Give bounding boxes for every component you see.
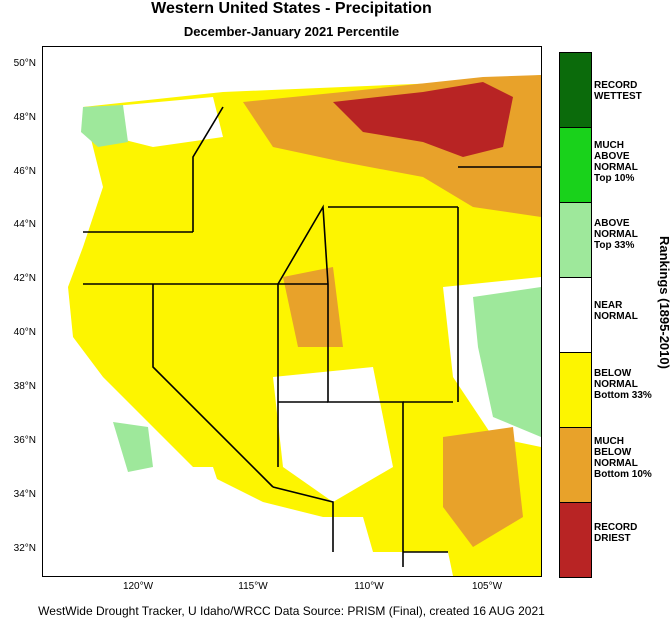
above-normal-socal [113, 422, 153, 472]
lat-label-42: 42°N [13, 273, 36, 284]
legend-label-record-wettest: RECORD WETTEST [594, 80, 642, 102]
legend-swatch-near [560, 278, 591, 353]
above-normal-co [473, 287, 541, 437]
legend-label-near: NEAR NORMAL [594, 300, 638, 322]
lat-label-36: 36°N [13, 435, 36, 446]
legend-colorbar [559, 52, 592, 578]
legend-swatch-much-below [560, 428, 591, 503]
lat-label-32: 32°N [13, 543, 36, 554]
legend-swatch-record-driest [560, 503, 591, 577]
map-title: Western United States - Precipitation [151, 0, 432, 17]
near-normal-patch-4 [163, 467, 233, 547]
map-subtitle: December-January 2021 Percentile [183, 24, 400, 39]
lon-label-115: 115°W [238, 581, 268, 592]
footer-credit: WestWide Drought Tracker, U Idaho/WRCC D… [38, 604, 545, 618]
legend-swatch-record-wettest [560, 53, 591, 128]
lon-label-120: 120°W [122, 581, 154, 592]
record-driest-mt [333, 82, 513, 157]
legend-label-above: ABOVE NORMAL Top 33% [594, 218, 638, 251]
lat-label-38: 38°N [13, 381, 36, 392]
above-normal-wa [81, 105, 128, 147]
legend-label-record-driest: RECORD DRIEST [594, 522, 638, 544]
near-normal-patch-2 [273, 367, 393, 502]
much-below-nm [443, 427, 523, 547]
legend-swatch-above [560, 203, 591, 278]
legend-label-much-above: MUCH ABOVE NORMAL Top 10% [594, 140, 638, 184]
precipitation-map [42, 46, 542, 577]
lat-label-48: 48°N [13, 112, 36, 123]
legend-label-much-below: MUCH BELOW NORMAL Bottom 10% [594, 436, 652, 480]
lon-label-105: 105°W [471, 581, 503, 592]
near-normal-patch-1 [103, 97, 223, 147]
lon-label-110: 110°W [354, 581, 384, 592]
lat-label-44: 44°N [13, 219, 36, 230]
legend-swatch-much-above [560, 128, 591, 203]
lat-label-46: 46°N [13, 166, 36, 177]
state-borders [83, 106, 541, 567]
legend-label-below: BELOW NORMAL Bottom 33% [594, 368, 652, 401]
legend-title: Rankings (1895-2010) [657, 236, 671, 369]
lat-label-40: 40°N [13, 327, 36, 338]
lat-label-34: 34°N [13, 489, 36, 500]
lat-label-50: 50°N [13, 58, 36, 69]
map-svg [43, 47, 541, 576]
legend-swatch-below [560, 353, 591, 428]
